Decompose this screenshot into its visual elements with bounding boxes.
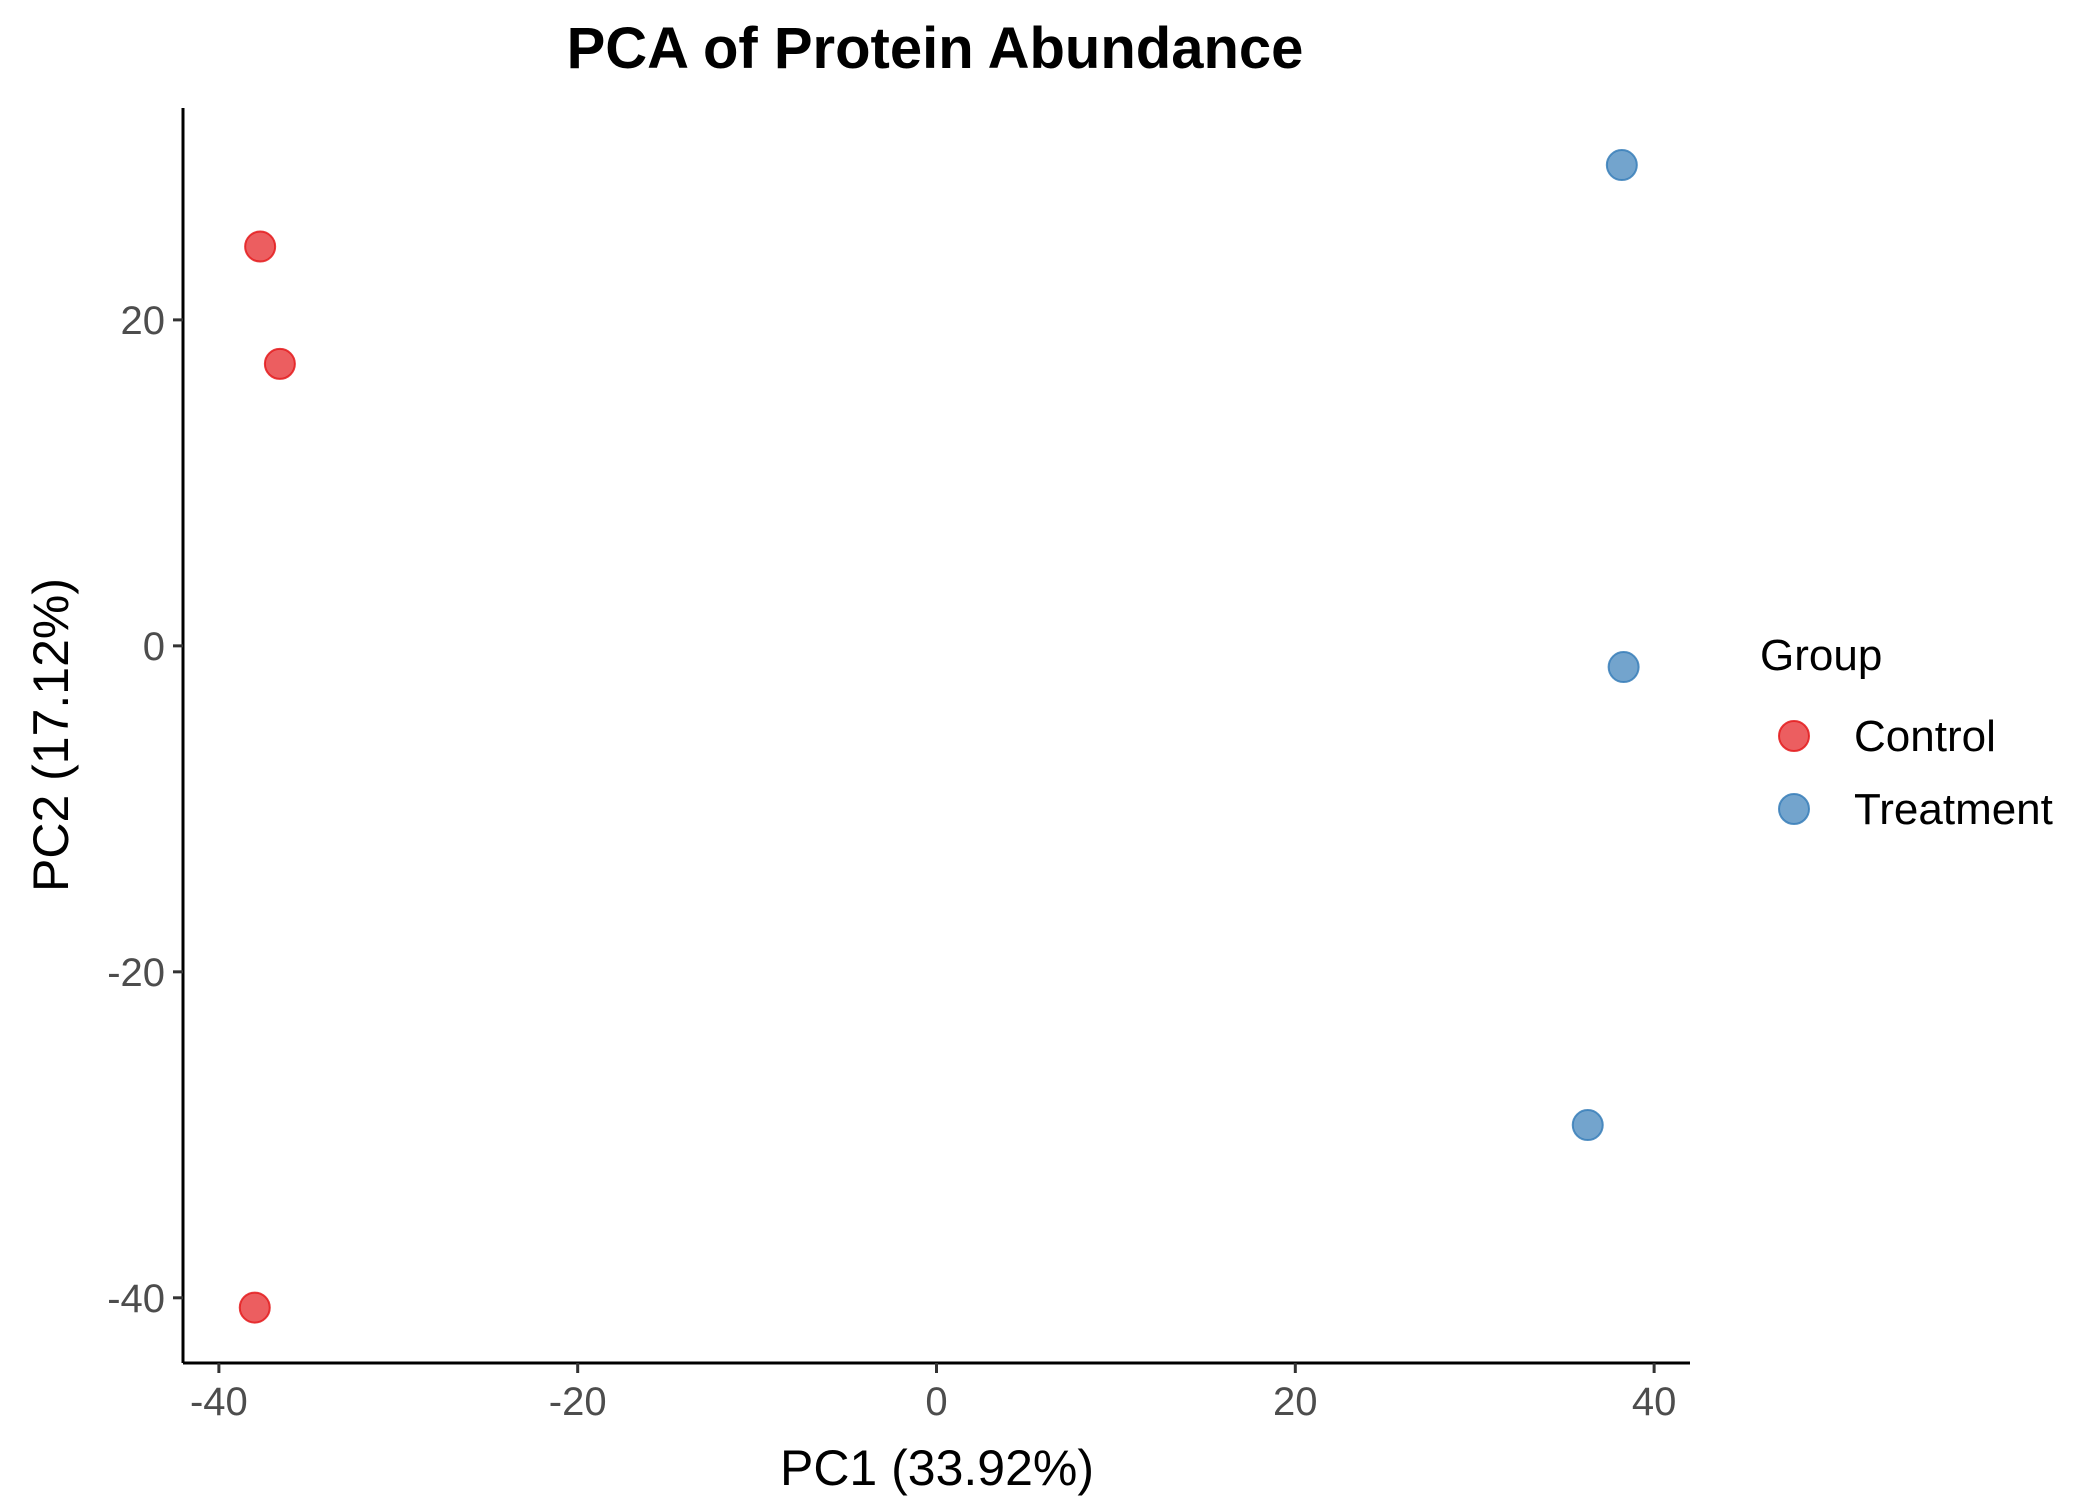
series-treatment — [1571, 149, 1640, 1142]
data-point-control — [244, 230, 277, 263]
legend-title: Group — [1760, 631, 1882, 680]
data-point-treatment — [1607, 651, 1640, 684]
x-axis-ticks: -40 -20 0 20 40 — [190, 1363, 1676, 1424]
x-tick-label: 0 — [925, 1380, 947, 1424]
data-point-control — [263, 347, 296, 380]
x-tick-label: -20 — [549, 1380, 607, 1424]
x-axis-title: PC1 (33.92%) — [780, 1440, 1094, 1496]
legend-key-treatment — [1778, 793, 1810, 825]
y-tick-label: 0 — [143, 625, 165, 669]
legend-label: Treatment — [1854, 785, 2053, 834]
y-tick-label: -40 — [107, 1277, 165, 1321]
data-point-treatment — [1605, 149, 1638, 182]
y-axis-title: PC2 (17.12%) — [23, 578, 79, 892]
legend: Group Control Treatment — [1760, 631, 2053, 834]
legend-label: Control — [1854, 712, 1996, 761]
data-point-control — [238, 1291, 271, 1324]
y-tick-label: 20 — [121, 299, 166, 343]
legend-item-treatment: Treatment — [1778, 785, 2053, 834]
x-tick-label: -40 — [190, 1380, 248, 1424]
series-control — [238, 230, 296, 1324]
data-point-treatment — [1571, 1109, 1604, 1142]
plot-area — [238, 149, 1640, 1324]
x-tick-label: 20 — [1273, 1380, 1318, 1424]
y-axis-ticks: -40 -20 0 20 — [107, 299, 183, 1321]
chart-title: PCA of Protein Abundance — [567, 16, 1304, 81]
legend-key-control — [1778, 720, 1810, 752]
y-tick-label: -20 — [107, 951, 165, 995]
x-tick-label: 40 — [1632, 1380, 1677, 1424]
legend-items: Control Treatment — [1778, 712, 2053, 834]
legend-item-control: Control — [1778, 712, 1996, 761]
